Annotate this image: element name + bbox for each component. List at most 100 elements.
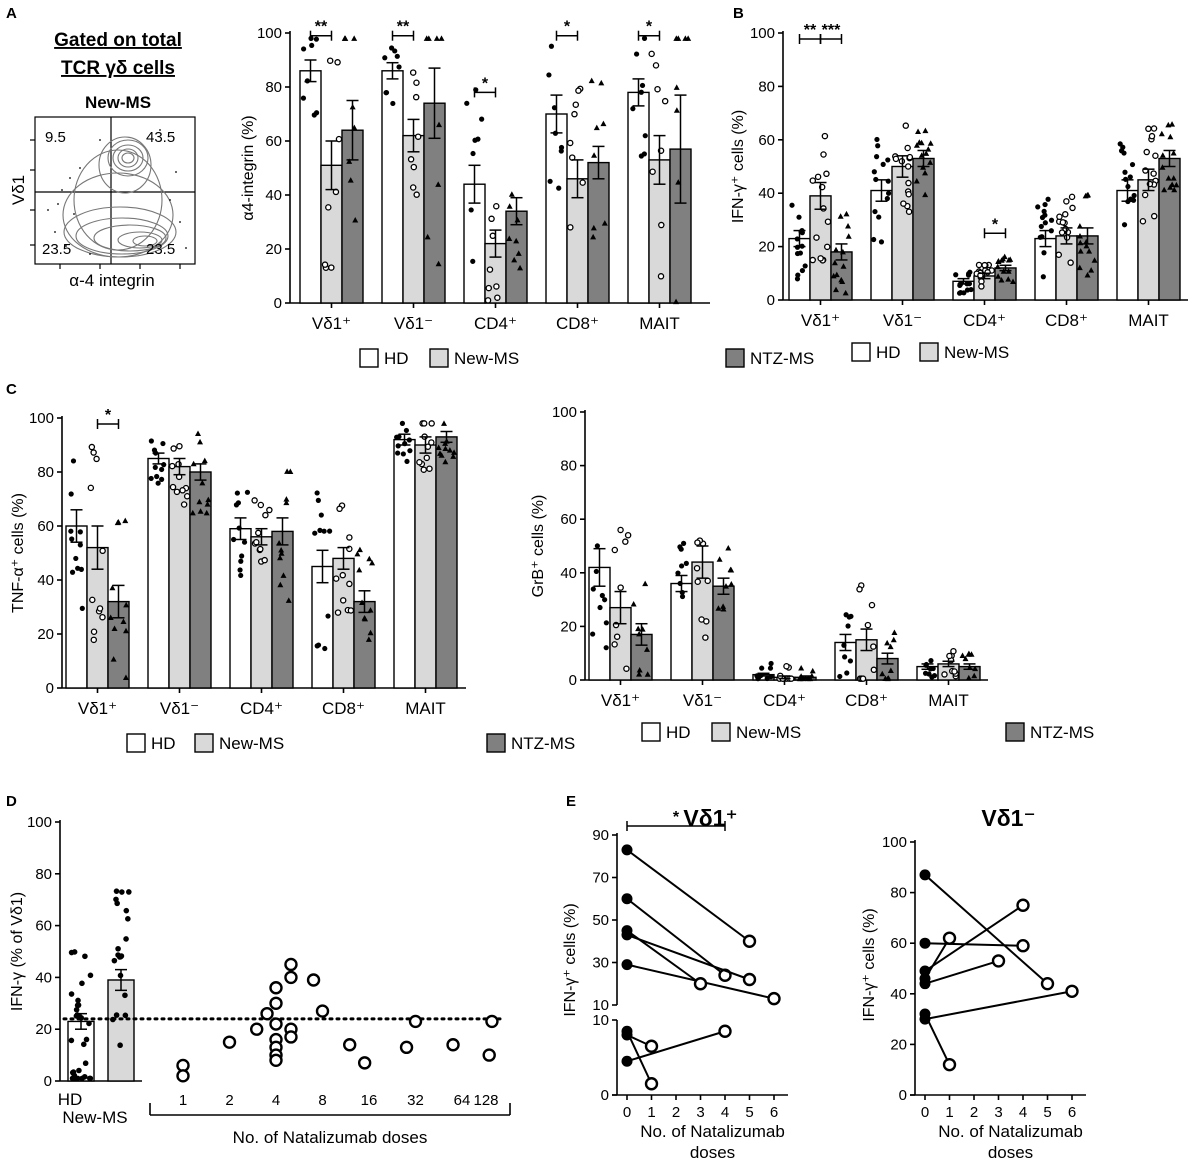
data-point-new-ms (693, 564, 701, 572)
data-point-new-ms (648, 50, 655, 58)
x-tick-label: 64 (454, 1092, 471, 1109)
data-point-ntz-ms (511, 256, 518, 263)
data-point-ntz-ms (673, 298, 680, 305)
data-point-hd (679, 563, 685, 569)
legend-swatch-new-ms (429, 348, 449, 368)
data-point-hd (590, 631, 596, 637)
data-point-new-ms (984, 269, 991, 276)
data-point-ntz-ms (517, 264, 524, 271)
data-point-hd (475, 136, 481, 142)
data-point-ntz-ms (111, 625, 118, 632)
legend-label: New-MS (736, 723, 801, 742)
data-point-ntz-ms (601, 220, 608, 226)
data-point-new-ms (90, 628, 98, 635)
data-point-ntz-ms (1005, 276, 1012, 282)
category-label: Vδ1⁺ (312, 314, 351, 333)
data-point-hd (794, 276, 801, 282)
data-point-hd (847, 658, 853, 664)
data-point-hd (148, 438, 154, 444)
data-point-new-ms (941, 671, 948, 678)
data-point-new-ms (90, 449, 97, 456)
data-point-ntz-ms (884, 639, 891, 646)
data-point-new-ms (88, 443, 96, 451)
legend-label: New-MS (944, 343, 1009, 362)
post-treatment-point (1016, 898, 1030, 912)
data-point-hd (315, 497, 321, 503)
data-point-hd (677, 544, 683, 550)
data-point-ntz-ms (1173, 181, 1180, 188)
data-point-ntz-ms (959, 652, 966, 659)
data-point-new-ms (266, 506, 273, 514)
data-point-hd (796, 214, 802, 220)
data-point-ntz-ms (994, 263, 1001, 269)
y-tick-label: 40 (37, 572, 54, 589)
data-point-hd (630, 106, 636, 112)
data-point-new-ms (814, 173, 822, 181)
data-point-new-ms (809, 256, 816, 264)
dose-data-point (408, 1014, 423, 1029)
data-point-new-ms (892, 155, 900, 163)
data-point (113, 888, 120, 894)
data-point-hd (683, 560, 689, 566)
data-point-ntz-ms (278, 550, 285, 556)
data-point-ntz-ms (446, 447, 453, 453)
data-point-hd (1040, 274, 1046, 280)
data-point-new-ms (1063, 198, 1070, 205)
data-point-hd (679, 589, 685, 596)
dose-data-point (250, 1022, 264, 1036)
category-label: Vδ1⁺ (78, 699, 117, 718)
data-point-ntz-ms (1171, 186, 1178, 193)
legend-swatch-hd (641, 722, 661, 742)
data-point-ntz-ms (122, 674, 129, 681)
data-point-new-ms (89, 596, 96, 604)
data-point-ntz-ms (356, 546, 363, 553)
data-point-hd (77, 529, 83, 535)
data-point-hd (871, 169, 877, 175)
data-point-hd (641, 35, 648, 42)
y-tick-label: 80 (35, 866, 52, 883)
data-point-hd (160, 440, 166, 447)
panel-label-e: E (566, 793, 576, 810)
data-point-hd (301, 46, 307, 52)
post-treatment-point (767, 991, 781, 1006)
y-tick-label: 20 (265, 241, 282, 258)
data-point-new-ms (566, 139, 574, 147)
data-point-new-ms (409, 184, 417, 191)
category-label: MAIT (1128, 311, 1169, 330)
data-point-hd (680, 540, 687, 546)
data-point-hd (404, 458, 410, 465)
dose-data-point (357, 1056, 372, 1070)
data-point-ntz-ms (923, 150, 930, 156)
data-point-ntz-ms (283, 499, 290, 506)
category-label: Vδ1⁺ (601, 691, 640, 710)
data-point-new-ms (321, 261, 329, 268)
legend-label: HD (666, 723, 691, 742)
data-point-hd (322, 645, 328, 652)
data-point-hd (546, 72, 552, 78)
data-point-ntz-ms (1077, 248, 1084, 254)
bar-hd (147, 457, 170, 689)
data-point-ntz-ms (840, 263, 847, 269)
data-point (86, 1020, 92, 1027)
pre-treatment-point (919, 1013, 931, 1025)
data-point-hd (68, 491, 74, 497)
data-point (82, 953, 88, 960)
pre-treatment-point (621, 1025, 633, 1037)
data-point-hd (885, 190, 892, 196)
legend-label: NTZ-MS (1030, 723, 1094, 742)
bar-new-ms (414, 444, 437, 689)
y-tick-label: 60 (35, 918, 52, 935)
data-point-hd (1042, 220, 1048, 226)
data-point-new-ms (488, 215, 495, 223)
legend-swatch-ntz-ms (725, 348, 745, 368)
data-point-new-ms (328, 264, 335, 271)
data-point-ntz-ms (438, 35, 445, 41)
data-point-ntz-ms (673, 84, 680, 90)
post-treatment-point (1065, 984, 1079, 998)
data-point-new-ms (821, 132, 829, 140)
data-point-hd (73, 555, 79, 562)
data-point-hd (68, 528, 74, 534)
category-label: MAIT (405, 699, 446, 718)
chart-title: Vδ1⁻ (981, 805, 1035, 831)
category-label: Vδ1⁺ (801, 311, 840, 330)
